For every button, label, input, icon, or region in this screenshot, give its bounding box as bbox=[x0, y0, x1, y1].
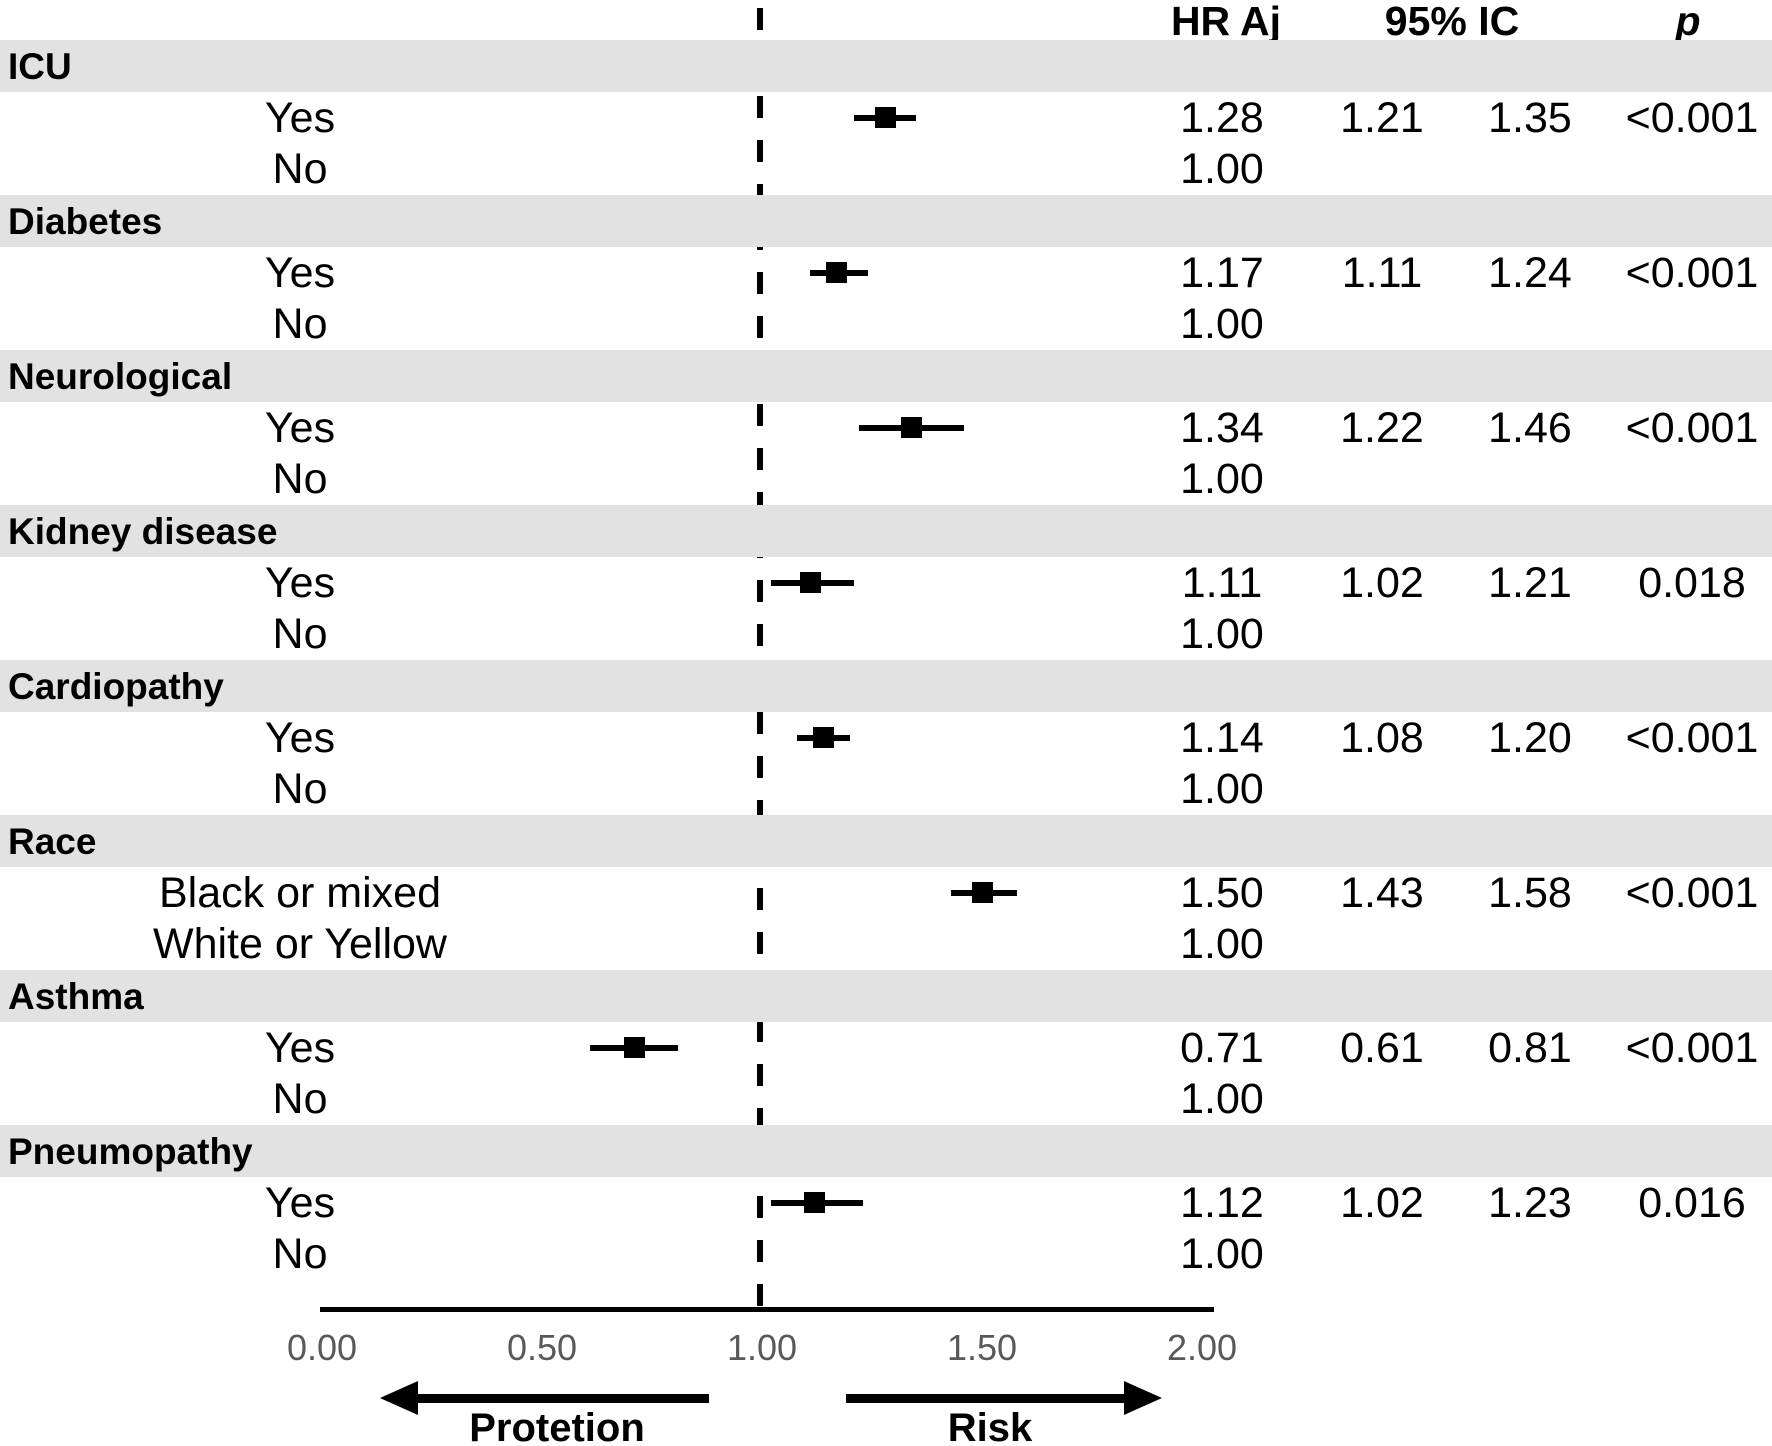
category-band: Race bbox=[0, 815, 1772, 867]
ci-high-value: 1.46 bbox=[1488, 403, 1572, 452]
category-label: Diabetes bbox=[8, 200, 163, 242]
category-label: Pneumopathy bbox=[8, 1130, 253, 1172]
p-value: <0.001 bbox=[1625, 403, 1759, 452]
p-value: <0.001 bbox=[1625, 713, 1759, 762]
ci-low-value: 1.08 bbox=[1340, 713, 1424, 762]
protection-direction-label: Protetion bbox=[469, 1406, 645, 1446]
x-axis-tick-label: 0.50 bbox=[506, 1327, 578, 1368]
ci-low-value: 0.61 bbox=[1340, 1023, 1424, 1072]
hr-value: 1.14 bbox=[1180, 713, 1264, 762]
row-label: Yes bbox=[264, 403, 336, 452]
protection-arrow-shaft bbox=[410, 1394, 709, 1403]
category-label: ICU bbox=[8, 45, 72, 87]
ci-high-value: 1.24 bbox=[1488, 248, 1572, 297]
category-band: ICU bbox=[0, 40, 1772, 92]
ci-high-value: 1.35 bbox=[1488, 93, 1572, 142]
x-axis-tick-label: 1.00 bbox=[726, 1327, 798, 1368]
row-label: Yes bbox=[264, 558, 336, 607]
row-label: Yes bbox=[264, 248, 336, 297]
row-label: No bbox=[272, 765, 328, 814]
column-header-p: p bbox=[1675, 0, 1701, 44]
column-header-ci: 95% IC bbox=[1384, 0, 1520, 44]
point-estimate-marker bbox=[804, 1192, 826, 1214]
column-header-hr: HR Aj bbox=[1170, 0, 1282, 44]
category-label: Race bbox=[8, 820, 97, 862]
hr-value: 1.11 bbox=[1181, 558, 1263, 607]
hr-value: 1.34 bbox=[1180, 403, 1264, 452]
category-band: Kidney disease bbox=[0, 505, 1772, 557]
hr-value: 1.00 bbox=[1180, 1075, 1264, 1124]
row-label: No bbox=[272, 1075, 328, 1124]
point-estimate-marker bbox=[901, 417, 923, 439]
row-label: White or Yellow bbox=[153, 920, 447, 969]
p-value: <0.001 bbox=[1625, 248, 1759, 297]
hr-value: 1.28 bbox=[1180, 93, 1264, 142]
hr-value: 1.00 bbox=[1180, 765, 1264, 814]
x-axis-tick-label: 0.00 bbox=[286, 1327, 358, 1368]
hr-value: 1.00 bbox=[1180, 300, 1264, 349]
point-estimate-marker bbox=[874, 107, 896, 129]
risk-arrow-head-icon bbox=[1124, 1381, 1162, 1415]
category-band: Neurological bbox=[0, 350, 1772, 402]
category-label: Asthma bbox=[8, 975, 144, 1017]
risk-direction-label: Risk bbox=[947, 1406, 1033, 1446]
category-label: Neurological bbox=[8, 355, 233, 397]
point-estimate-marker bbox=[799, 572, 821, 594]
category-label: Kidney disease bbox=[8, 510, 278, 552]
row-label: No bbox=[272, 300, 328, 349]
risk-arrow-shaft bbox=[846, 1394, 1128, 1403]
category-band: Pneumopathy bbox=[0, 1125, 1772, 1177]
x-axis-tick-label: 2.00 bbox=[1166, 1327, 1238, 1368]
hr-value: 1.00 bbox=[1180, 145, 1264, 194]
ci-high-value: 1.23 bbox=[1488, 1178, 1572, 1227]
ci-low-value: 1.11 bbox=[1341, 248, 1423, 297]
hr-value: 1.00 bbox=[1180, 455, 1264, 504]
hr-value: 1.50 bbox=[1180, 868, 1264, 917]
ci-high-value: 1.58 bbox=[1488, 868, 1572, 917]
p-value: <0.001 bbox=[1625, 93, 1759, 142]
ci-low-value: 1.22 bbox=[1340, 403, 1424, 452]
hr-value: 0.71 bbox=[1180, 1023, 1264, 1072]
point-estimate-marker bbox=[623, 1037, 645, 1059]
category-band: Asthma bbox=[0, 970, 1772, 1022]
point-estimate-marker bbox=[813, 727, 835, 749]
row-label: Yes bbox=[264, 1023, 336, 1072]
x-axis-tick-label: 1.50 bbox=[946, 1327, 1018, 1368]
row-label: No bbox=[272, 610, 328, 659]
row-label: Black or mixed bbox=[159, 868, 441, 917]
ci-high-value: 0.81 bbox=[1488, 1023, 1572, 1072]
point-estimate-marker bbox=[971, 882, 993, 904]
row-label: Yes bbox=[264, 93, 336, 142]
p-value: 0.018 bbox=[1638, 558, 1746, 607]
x-axis-line bbox=[320, 1307, 1214, 1312]
ci-low-value: 1.43 bbox=[1340, 868, 1424, 917]
hr-value: 1.00 bbox=[1180, 1230, 1264, 1279]
ci-high-value: 1.20 bbox=[1488, 713, 1572, 762]
category-label: Cardiopathy bbox=[8, 665, 224, 707]
row-label: No bbox=[272, 1230, 328, 1279]
hr-value: 1.17 bbox=[1180, 248, 1264, 297]
hr-value: 1.00 bbox=[1180, 610, 1264, 659]
point-estimate-marker bbox=[826, 262, 848, 284]
category-band: Cardiopathy bbox=[0, 660, 1772, 712]
hr-value: 1.00 bbox=[1180, 920, 1264, 969]
row-label: No bbox=[272, 145, 328, 194]
ci-high-value: 1.21 bbox=[1488, 558, 1572, 607]
hr-value: 1.12 bbox=[1180, 1178, 1264, 1227]
row-label: Yes bbox=[264, 1178, 336, 1227]
p-value: <0.001 bbox=[1625, 868, 1759, 917]
ci-low-value: 1.02 bbox=[1340, 558, 1424, 607]
row-label: No bbox=[272, 455, 328, 504]
p-value: 0.016 bbox=[1638, 1178, 1746, 1227]
ci-low-value: 1.02 bbox=[1340, 1178, 1424, 1227]
category-band: Diabetes bbox=[0, 195, 1772, 247]
ci-low-value: 1.21 bbox=[1340, 93, 1424, 142]
row-label: Yes bbox=[264, 713, 336, 762]
p-value: <0.001 bbox=[1625, 1023, 1759, 1072]
